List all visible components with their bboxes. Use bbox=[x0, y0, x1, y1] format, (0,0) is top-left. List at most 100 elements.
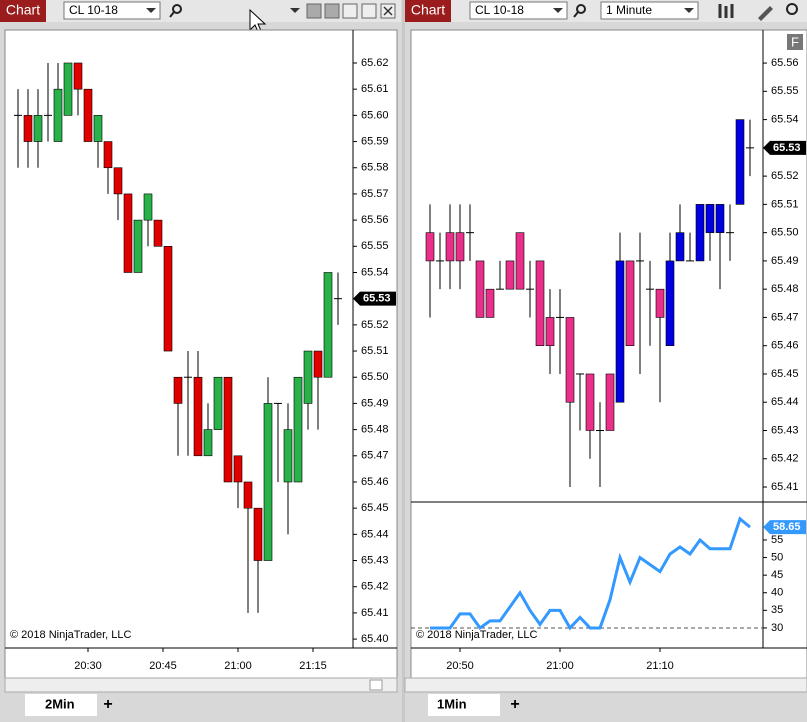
y-tick-label: 65.50 bbox=[771, 227, 799, 239]
candle-body bbox=[163, 246, 173, 352]
candle-body bbox=[103, 141, 113, 169]
candle-body bbox=[223, 376, 233, 483]
y-tick-label: 65.46 bbox=[771, 340, 799, 352]
dropdown-arrow bbox=[553, 8, 563, 13]
y-tick-label: 65.61 bbox=[361, 83, 389, 95]
chart-button[interactable] bbox=[0, 0, 46, 22]
candle-body bbox=[585, 373, 595, 431]
chart-button[interactable] bbox=[405, 0, 451, 22]
price-marker-label: 65.53 bbox=[363, 293, 391, 305]
candle-body bbox=[83, 88, 93, 142]
search-icon[interactable] bbox=[172, 4, 182, 14]
menu-arrow[interactable] bbox=[290, 8, 300, 13]
dropdown-arrow bbox=[146, 8, 156, 13]
y-tick-label: 65.43 bbox=[361, 554, 389, 566]
chart-area bbox=[410, 29, 807, 679]
y-tick-label: 65.55 bbox=[361, 240, 389, 252]
y-tick-label: 65.49 bbox=[361, 397, 389, 409]
x-tick-label: 20:30 bbox=[74, 660, 102, 672]
search-handle bbox=[573, 11, 579, 18]
y-tick-label: 65.60 bbox=[361, 109, 389, 121]
candle-body bbox=[323, 272, 333, 378]
instrument-select[interactable] bbox=[63, 1, 161, 20]
instrument-select[interactable] bbox=[469, 1, 568, 20]
candle-body bbox=[233, 455, 243, 483]
tab[interactable] bbox=[25, 694, 97, 716]
chart-button-label: Chart bbox=[411, 2, 445, 18]
y-tick-label: 65.54 bbox=[361, 266, 389, 278]
tab-label: 2Min bbox=[45, 696, 75, 711]
candle-body bbox=[605, 373, 615, 431]
panel-button-label: F bbox=[791, 34, 799, 49]
candle-body bbox=[545, 317, 555, 347]
candle-body bbox=[243, 481, 253, 509]
maximize-button[interactable] bbox=[361, 3, 377, 19]
y-tick-label: 65.43 bbox=[771, 424, 799, 436]
candle-body bbox=[293, 376, 303, 483]
candle-body bbox=[425, 232, 435, 262]
zoom-icon[interactable] bbox=[786, 3, 798, 15]
candle-body bbox=[313, 350, 323, 378]
candle-body bbox=[475, 260, 485, 318]
y-tick-label: 45 bbox=[771, 569, 783, 581]
draw-icon[interactable] bbox=[758, 6, 773, 21]
candle-body bbox=[193, 376, 203, 457]
candle-body bbox=[73, 62, 83, 90]
candle-body bbox=[665, 260, 675, 347]
dropdown-arrow bbox=[684, 8, 694, 13]
y-tick-label: 65.47 bbox=[361, 450, 389, 462]
y-tick-label: 50 bbox=[771, 551, 783, 563]
y-tick-label: 65.62 bbox=[361, 57, 389, 69]
candle-body bbox=[173, 376, 183, 404]
panel-button[interactable] bbox=[787, 34, 803, 50]
candle-body bbox=[253, 507, 263, 561]
add-tab[interactable]: + bbox=[103, 696, 112, 713]
candle-body bbox=[263, 403, 273, 561]
y-tick-label: 35 bbox=[771, 604, 783, 616]
candle-body bbox=[515, 232, 525, 290]
scrollbar[interactable] bbox=[4, 677, 398, 693]
x-tick-label: 21:00 bbox=[224, 660, 252, 672]
candle-body bbox=[113, 167, 123, 195]
candle-body bbox=[695, 204, 705, 262]
y-tick-label: 65.51 bbox=[771, 198, 799, 210]
minimize-button[interactable] bbox=[342, 3, 358, 19]
window-button[interactable] bbox=[324, 3, 340, 19]
price-marker bbox=[353, 291, 396, 306]
price-marker bbox=[763, 520, 806, 535]
candle-body bbox=[655, 288, 665, 318]
candle-body bbox=[455, 232, 465, 262]
add-tab[interactable]: + bbox=[510, 696, 519, 713]
y-tick-label: 65.56 bbox=[361, 214, 389, 226]
y-tick-label: 65.44 bbox=[361, 528, 389, 540]
x-tick-label: 21:10 bbox=[646, 660, 674, 672]
instrument-label: CL 10-18 bbox=[69, 3, 118, 17]
candle-body bbox=[535, 260, 545, 347]
y-tick-label: 65.57 bbox=[361, 188, 389, 200]
close-icon bbox=[383, 6, 393, 16]
watermark: © 2018 NinjaTrader, LLC bbox=[10, 629, 131, 641]
x-tick-label: 20:45 bbox=[149, 660, 177, 672]
candle-body bbox=[705, 204, 715, 233]
y-tick-label: 65.40 bbox=[361, 633, 389, 645]
y-tick-label: 65.44 bbox=[771, 396, 799, 408]
tab[interactable] bbox=[428, 694, 500, 716]
bars-icon[interactable] bbox=[718, 4, 734, 18]
candle-body bbox=[93, 115, 103, 142]
candle-body bbox=[283, 429, 293, 483]
x-tick-label: 20:50 bbox=[446, 660, 474, 672]
y-tick-label: 65.50 bbox=[361, 371, 389, 383]
scroll-thumb[interactable] bbox=[369, 679, 383, 691]
y-tick-label: 65.45 bbox=[361, 502, 389, 514]
candle-body bbox=[615, 260, 625, 403]
candle-body bbox=[485, 288, 495, 318]
interval-select[interactable] bbox=[600, 1, 699, 20]
y-tick-label: 65.42 bbox=[361, 581, 389, 593]
divider bbox=[402, 0, 405, 722]
search-icon[interactable] bbox=[576, 4, 586, 14]
scrollbar[interactable] bbox=[404, 677, 807, 693]
candle-body bbox=[133, 219, 143, 273]
y-tick-label: 30 bbox=[771, 622, 783, 634]
window-button[interactable] bbox=[306, 3, 322, 19]
